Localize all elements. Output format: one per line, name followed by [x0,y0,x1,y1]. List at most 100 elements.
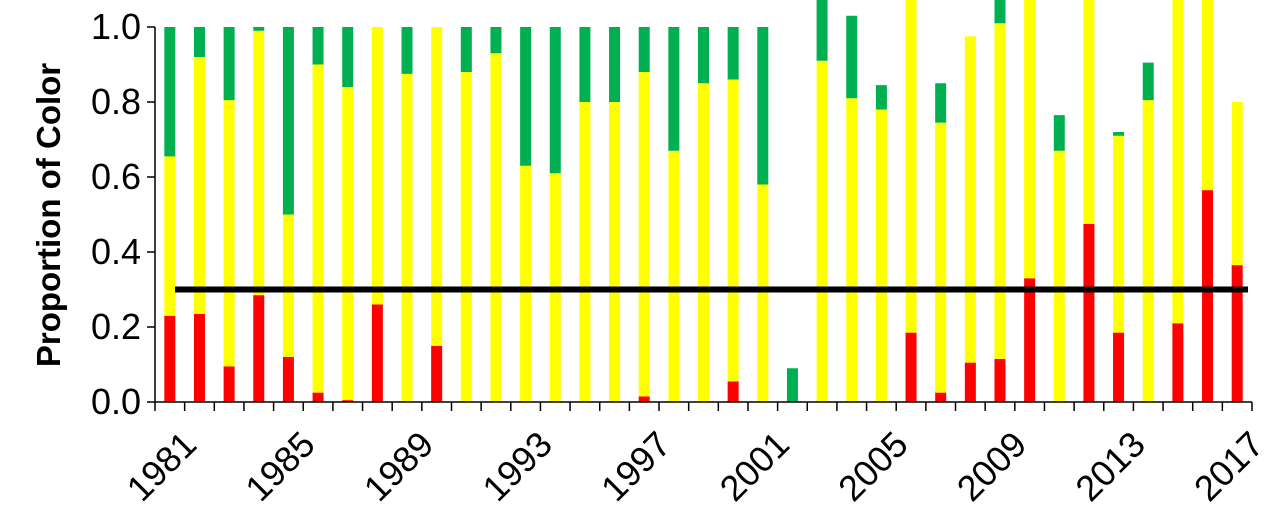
bar-segment-2013-s0 [1113,332,1125,403]
bar-segment-2016-s0 [1202,190,1214,402]
bar-segment-1983-s0 [223,366,235,403]
bar-segment-2002-s2 [786,368,798,402]
y-tick-label: 0.6 [91,156,141,197]
y-tick-label: 0.4 [91,231,141,272]
bar-segment-1997-s0 [638,396,650,403]
bar-segment-2003-s2 [816,0,828,61]
bar-segment-1998-s1 [668,150,680,402]
bar-segment-1983-s2 [223,27,235,101]
bar-segment-1999-s2 [698,27,709,84]
bar-segment-1984-s0 [253,295,265,403]
bar-segment-1992-s2 [490,27,502,54]
x-tick-label: 1981 [119,423,205,509]
bar-segment-1987-s2 [342,27,354,87]
x-tick-label: 2005 [830,423,916,509]
bar-segment-1985-s2 [282,27,294,215]
bar-segment-1984-s2 [253,27,265,31]
bar-segment-1994-s2 [549,27,561,174]
bar-segment-2001-s1 [757,184,769,402]
y-tick-label: 0.0 [91,381,141,422]
bar-segment-1981-s0 [164,315,176,402]
bar-segment-2013-s2 [1113,132,1125,136]
bar-segment-2008-s0 [964,362,976,403]
y-tick-label: 1.0 [91,6,141,47]
bar-segment-1984-s1 [253,30,265,296]
x-tick-label: 1985 [237,423,323,509]
x-tick-labels: 1981 1985 1989 1993 1997 2001 2005 2009 2013 2017 [119,423,1264,509]
y-tick-labels: 0.0 0.2 0.4 0.6 0.8 1.0 [91,6,155,422]
bar-segment-2012-s1 [1083,0,1095,224]
bar-segment-1981-s2 [164,27,176,157]
bar-segment-1997-s1 [638,72,650,397]
bar-segment-1995-s1 [579,102,591,402]
bar-segment-1995-s2 [579,27,591,102]
bar-segment-2005-s1 [875,109,887,402]
bar-segment-1987-s0 [342,400,354,403]
bar-segment-2009-s1 [994,23,1006,359]
bar-segment-2005-s2 [875,85,887,110]
x-tick-label: 2009 [949,423,1035,509]
bar-segment-2009-s0 [994,358,1006,403]
bar-segment-2010-s1 [1024,0,1036,279]
bar-segment-1982-s1 [193,57,205,314]
bar-segment-2007-s1 [935,122,947,393]
bar-segment-2003-s1 [816,60,828,402]
bar-area [164,0,1243,403]
bar-segment-2007-s0 [935,392,947,403]
bar-segment-2006-s1 [905,0,917,333]
bar-segment-2004-s1 [846,98,858,402]
bar-segment-1988-s1 [371,27,383,305]
bar-segment-1989-s2 [401,27,413,74]
bar-segment-1999-s1 [698,83,709,402]
bar-segment-1998-s2 [668,27,680,151]
bar-segment-2012-s0 [1083,223,1095,403]
bar-segment-1991-s2 [460,27,472,72]
bar-segment-1988-s0 [371,304,383,402]
bar-segment-1990-s0 [431,345,443,402]
bar-segment-2011-s1 [1053,150,1065,402]
bar-segment-1993-s2 [520,27,532,166]
x-tick-label: 2013 [1067,423,1153,509]
bar-segment-2013-s1 [1113,135,1125,333]
bar-segment-1989-s1 [401,73,413,403]
bar-segment-2015-s1 [1172,0,1184,324]
x-tick-label: 1993 [474,423,560,509]
bar-segment-2000-s0 [727,381,739,403]
bar-segment-2015-s0 [1172,323,1184,402]
bar-segment-2011-s2 [1053,115,1065,151]
bar-segment-1981-s1 [164,156,176,316]
axes [154,27,1253,411]
bar-segment-2017-s1 [1231,102,1243,266]
x-tick-label: 1997 [593,423,679,509]
bar-segment-1982-s0 [193,313,205,403]
bar-segment-2007-s2 [935,83,947,123]
bar-segment-2017-s0 [1231,265,1243,403]
x-tick-label: 2017 [1186,423,1264,509]
bar-segment-2004-s2 [846,15,858,99]
bar-segment-1982-s2 [193,27,205,57]
bar-segment-2006-s0 [905,332,917,403]
x-tick-label: 1989 [356,423,442,509]
x-tick-label: 2001 [712,423,798,509]
bar-segment-1996-s1 [609,102,621,402]
bar-segment-1983-s1 [223,100,235,367]
bar-segment-2008-s1 [964,36,976,363]
y-axis-title: Proportion of Color [30,63,67,367]
bar-segment-2014-s2 [1142,62,1154,101]
bar-segment-2016-s1 [1202,0,1214,191]
bar-segment-1997-s2 [638,27,650,72]
bar-segment-1990-s1 [431,27,443,346]
y-tick-label: 0.8 [91,81,141,122]
y-tick-label: 0.2 [91,306,141,347]
bar-segment-1985-s0 [282,357,294,402]
bar-segment-1996-s2 [609,27,621,102]
bar-segment-2000-s1 [727,79,739,382]
bar-segment-1991-s1 [460,72,472,402]
bar-segment-2001-s2 [757,27,769,185]
bar-segment-2009-s2 [994,0,1006,24]
bar-segment-1992-s1 [490,53,502,402]
bar-segment-2000-s2 [727,27,739,80]
bar-segment-1986-s0 [312,392,324,403]
bar-segment-2014-s1 [1142,100,1154,403]
